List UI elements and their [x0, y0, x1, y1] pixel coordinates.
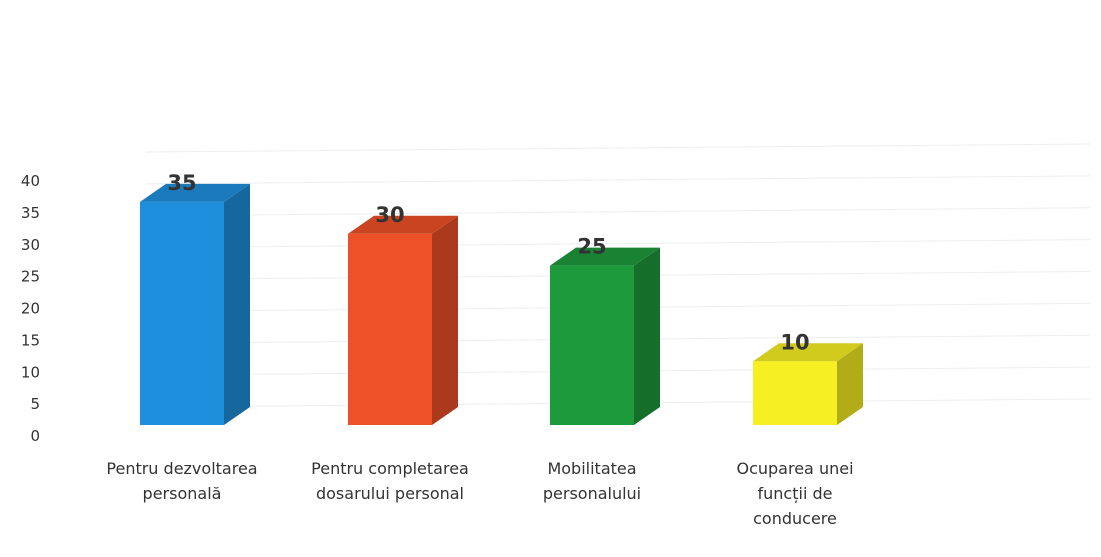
bar-side	[224, 183, 250, 425]
bar	[348, 215, 458, 425]
y-tick-label: 20	[21, 300, 40, 318]
y-tick-label: 35	[21, 204, 40, 222]
y-tick-label: 10	[21, 363, 40, 381]
bar-top	[348, 215, 458, 234]
x-tick-label: Pentru completarea dosarului personal	[311, 459, 469, 503]
value-label: 25	[577, 235, 606, 259]
grid-line	[145, 175, 1091, 185]
bar-front	[348, 233, 432, 425]
bar-top	[753, 343, 863, 362]
bar	[550, 247, 660, 425]
grid-line	[145, 239, 1091, 249]
bar-front	[140, 201, 224, 425]
y-tick-label: 30	[21, 236, 40, 254]
y-tick-label: 0	[30, 427, 40, 445]
x-tick-label: Mobilitatea personalului	[542, 459, 642, 503]
bar-front	[753, 361, 837, 425]
value-label: 35	[167, 171, 196, 195]
bar-top	[550, 247, 660, 266]
value-label: 10	[780, 330, 809, 354]
y-tick-label: 25	[21, 268, 40, 286]
y-tick-label: 40	[21, 172, 40, 190]
value-label: 30	[375, 203, 404, 227]
bar-side	[634, 247, 660, 425]
bar-front	[550, 265, 634, 425]
bar	[753, 343, 863, 425]
y-tick-label: 15	[21, 331, 40, 349]
bar-side	[432, 215, 458, 425]
x-tick-label: Pentru dezvoltarea personală	[106, 459, 258, 503]
bar-top	[140, 183, 250, 202]
bar	[140, 183, 250, 425]
grid-line	[145, 207, 1091, 217]
x-tick-label: Ocuparea unei funcții de conducere	[736, 459, 854, 528]
y-tick-label: 5	[30, 395, 40, 413]
bar-side	[837, 343, 863, 425]
grid-line	[145, 143, 1091, 153]
